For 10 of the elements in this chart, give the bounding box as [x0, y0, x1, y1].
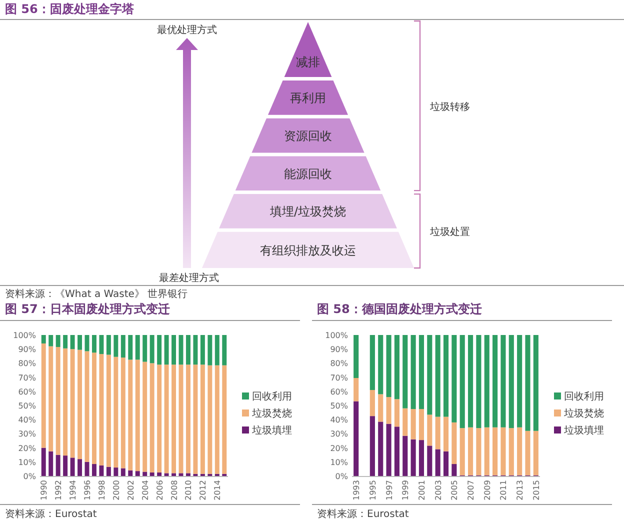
annotation: 垃圾转移 — [430, 102, 470, 113]
title: 图 56：固废处理金字塔 — [5, 2, 134, 16]
title: 图 58：德国固废处理方式变迁 — [317, 302, 482, 316]
annotation: 最差处理方式 — [159, 273, 219, 284]
source: 资料来源：《What a Waste》 世界银行 — [5, 289, 188, 300]
title: 图 57：日本固废处理方式变迁 — [5, 302, 170, 316]
source: 资料来源：Eurostat — [5, 509, 97, 520]
annotation: 最优处理方式 — [157, 25, 217, 36]
source: 资料来源：Eurostat — [317, 509, 409, 520]
annotation: 垃圾处置 — [430, 227, 470, 238]
